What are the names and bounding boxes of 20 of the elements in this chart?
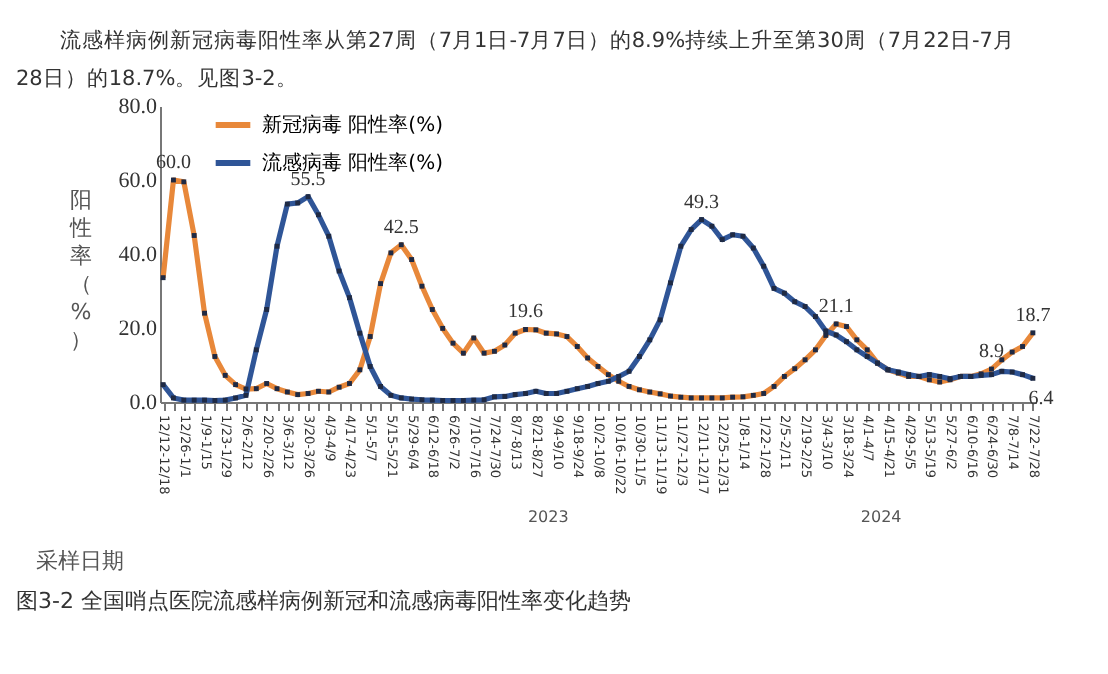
y-tick-label: 80.0 xyxy=(118,95,158,119)
legend-label: 新冠病毒 阳性率(%) xyxy=(262,113,444,137)
y-axis-title: 阳性率（%） xyxy=(68,186,92,353)
y-tick-label: 0.0 xyxy=(129,391,158,415)
data-label: 6.4 xyxy=(1028,388,1054,411)
y-tick-label: 60.0 xyxy=(118,169,158,193)
y-tick-label: 40.0 xyxy=(118,243,158,267)
data-label: 42.5 xyxy=(383,216,419,239)
x-axis-title: 采样日期 xyxy=(36,548,124,574)
text: 流感样病例新冠病毒阳性率从第27周（7月1日-7月7日）的8.9%持续上升至第30周（7月22日-7月28日）的18.7%。见图3-2。 xyxy=(16,27,1015,91)
text: 2023 xyxy=(527,508,569,526)
legend-label: 流感病毒 阳性率(%) xyxy=(262,151,444,175)
data-label: 18.7 xyxy=(1015,304,1051,327)
data-label: 19.6 xyxy=(508,301,544,324)
data-label: 8.9 xyxy=(978,341,1004,364)
data-label: 21.1 xyxy=(818,295,854,318)
y-tick-label: 20.0 xyxy=(118,317,158,341)
text: 图3-2 全国哨点医院流感样病例新冠和流感病毒阳性率变化趋势 xyxy=(16,588,631,614)
text: 2024 xyxy=(860,508,902,526)
data-label: 49.3 xyxy=(684,191,720,214)
